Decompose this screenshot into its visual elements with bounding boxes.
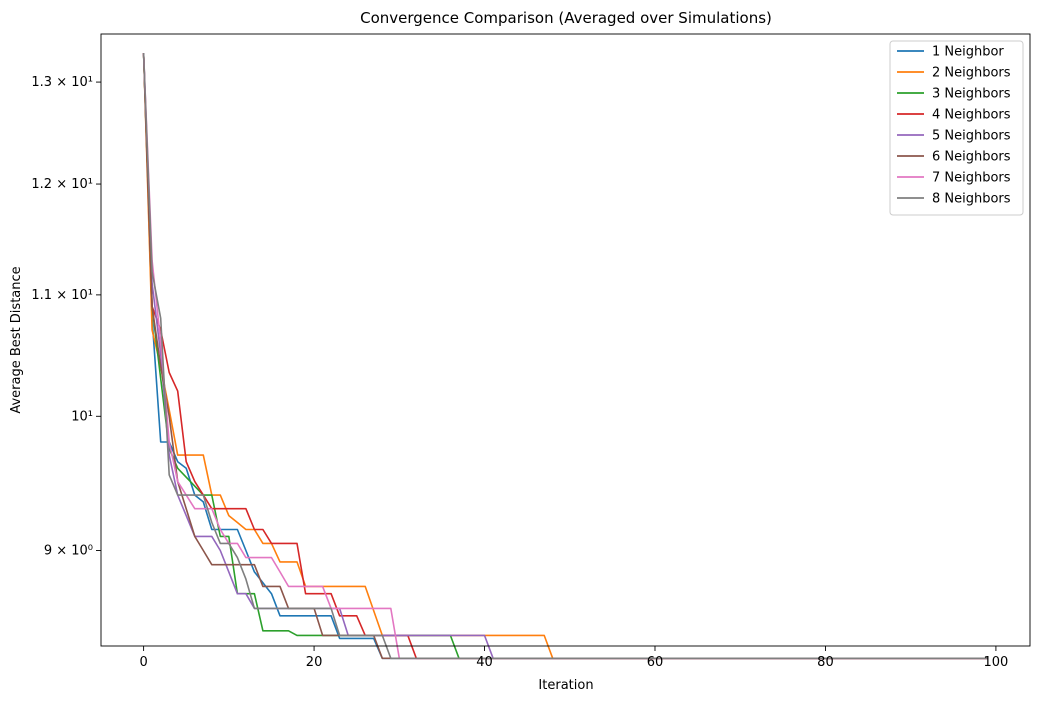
legend-label: 2 Neighbors (932, 66, 1011, 81)
series-line (142, 52, 988, 660)
x-tick-label: 40 (476, 655, 493, 670)
x-axis: 0 20 40 60 80 100 (139, 646, 1008, 670)
y-axis-label: Average Best Distance (9, 266, 24, 413)
legend-label: 8 Neighbors (932, 192, 1011, 207)
series-line (142, 52, 988, 660)
x-tick-label: 0 (139, 655, 147, 670)
series-line (142, 52, 988, 660)
y-tick-label: 1.1 × 10¹ (31, 288, 93, 303)
x-axis-label: Iteration (538, 678, 593, 693)
series-line (142, 52, 988, 660)
plot-background (101, 34, 1030, 646)
legend-label: 6 Neighbors (932, 150, 1011, 165)
legend: 1 Neighbor 2 Neighbors 3 Neighbors 4 Neighb… (889, 40, 1024, 216)
x-tick-label: 100 (983, 655, 1008, 670)
legend-label: 7 Neighbors (932, 171, 1011, 186)
y-tick-label: 10¹ (71, 409, 93, 424)
series-layer (142, 52, 988, 660)
y-tick-label: 9 × 10⁰ (44, 544, 93, 559)
legend-label: 5 Neighbors (932, 129, 1011, 144)
legend-label: 1 Neighbor (932, 45, 1004, 60)
x-tick-label: 20 (306, 655, 323, 670)
plot-area (100, 33, 1031, 660)
legend-label: 3 Neighbors (932, 87, 1011, 102)
legend-box (889, 40, 1024, 216)
y-tick-label: 1.2 × 10¹ (31, 177, 93, 192)
x-tick-label: 60 (647, 655, 664, 670)
plot-frame (100, 33, 1031, 647)
x-tick-label: 80 (817, 655, 834, 670)
legend-label: 4 Neighbors (932, 108, 1011, 123)
y-tick-label: 1.3 × 10¹ (31, 75, 93, 90)
chart-title: Convergence Comparison (Averaged over Si… (360, 9, 772, 27)
y-axis: 9 × 10⁰ 10¹ 1.1 × 10¹ 1.2 × 10¹ 1.3 × 10¹ (31, 75, 101, 559)
series-line (142, 52, 988, 660)
